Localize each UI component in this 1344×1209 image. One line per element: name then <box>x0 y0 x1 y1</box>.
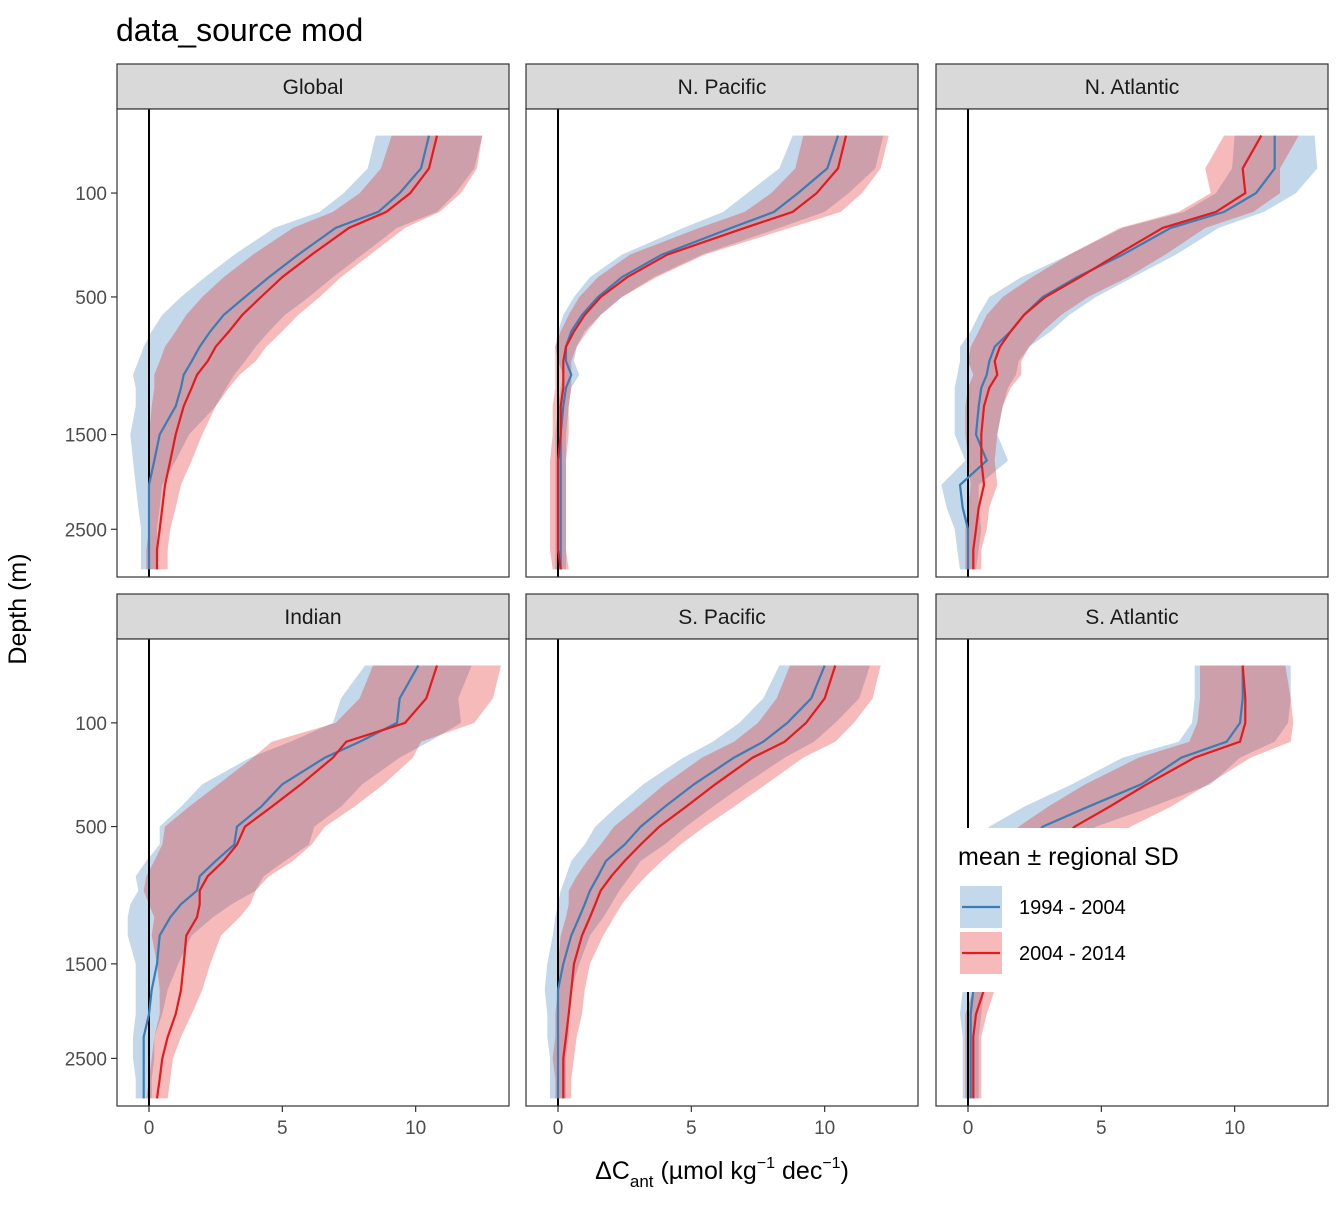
x-tick-label: 5 <box>1096 1118 1107 1139</box>
y-tick-label: 500 <box>75 288 107 309</box>
panel-border <box>525 108 919 578</box>
mean-line-2004-2014 <box>155 665 439 1099</box>
legend-title: mean ± regional SD <box>958 843 1179 871</box>
facet-strip <box>525 593 919 640</box>
facet-strip-label: S. Atlantic <box>1085 606 1178 629</box>
sd-ribbon-1994-2004 <box>555 135 884 570</box>
sd-ribbon-2004-2014 <box>552 665 881 1099</box>
x-tick-label: 10 <box>405 1118 426 1139</box>
mean-line-1994-2004 <box>142 664 420 1099</box>
mean-line-2004-2014 <box>556 135 848 570</box>
x-tick-label: 0 <box>963 1118 974 1139</box>
facet-strip <box>116 593 510 640</box>
y-tick-label: 500 <box>75 818 107 839</box>
x-tick-label: 0 <box>144 1118 155 1139</box>
panel-border <box>116 108 510 578</box>
panel-indian: Indian 100 500 1500 2500 0 5 10 <box>65 593 510 1139</box>
mean-line-2004-2014 <box>155 135 439 570</box>
facet-strip <box>525 63 919 110</box>
mean-line-2004-2014 <box>562 665 837 1099</box>
x-axis-title: ΔCant (µmol kg−1 dec−1) <box>595 1155 849 1191</box>
x-tick-label: 10 <box>814 1118 835 1139</box>
mean-line-1994-2004 <box>559 135 840 570</box>
facet-strip-label: N. Pacific <box>678 76 767 99</box>
legend-keys: 1994 - 2004 2004 - 2014 <box>960 886 1126 974</box>
panel-border <box>935 108 1329 578</box>
x-axis-title-close: ) <box>841 1157 849 1185</box>
panel-global: Global 100 500 1500 2500 <box>65 63 510 578</box>
legend-item: 2004 - 2014 <box>960 932 1126 974</box>
facet-strip-label: S. Pacific <box>678 606 766 629</box>
y-tick-label: 2500 <box>65 1049 107 1070</box>
y-tick-label: 1500 <box>65 955 107 976</box>
panel-border <box>525 638 919 1107</box>
panel-background <box>526 639 918 1106</box>
legend: mean ± regional SD 1994 - 2004 2004 - 201… <box>942 828 1238 992</box>
panel-border <box>116 638 510 1107</box>
facet-strip-label: Indian <box>284 606 341 629</box>
sd-ribbon-1994-2004 <box>127 665 472 1099</box>
sd-ribbon-1994-2004 <box>130 135 483 570</box>
x-axis-title-subscript: ant <box>630 1172 654 1191</box>
sd-ribbon-2004-2014 <box>550 135 889 570</box>
x-axis-title-unit-a: (µmol kg <box>654 1157 757 1185</box>
sd-ribbon-2004-2014 <box>143 665 501 1099</box>
facet-strip <box>935 63 1329 110</box>
mean-line-1994-2004 <box>147 135 431 570</box>
sd-ribbon-2004-2014 <box>965 665 1294 1099</box>
facet-strip-label: Global <box>283 76 344 99</box>
y-tick-label: 100 <box>75 184 107 205</box>
panel-n-pacific: N. Pacific <box>525 63 919 578</box>
x-tick-label: 5 <box>686 1118 697 1139</box>
y-tick-label: 1500 <box>65 426 107 447</box>
panel-s-pacific: S. Pacific 0 5 10 <box>525 593 919 1139</box>
facet-strip <box>935 593 1329 640</box>
y-tick-label: 100 <box>75 714 107 735</box>
mean-line-1994-2004 <box>556 665 826 1099</box>
sd-ribbon-1994-2004 <box>544 665 870 1099</box>
panel-n-atlantic: N. Atlantic <box>935 63 1329 578</box>
x-tick-label: 5 <box>277 1118 288 1139</box>
x-tick-label: 0 <box>553 1118 564 1139</box>
y-axis-title: Depth (m) <box>4 553 32 664</box>
legend-label: 1994 - 2004 <box>1019 897 1126 919</box>
legend-background <box>942 828 1238 992</box>
sd-ribbon-1994-2004 <box>941 135 1318 570</box>
panel-background <box>117 109 509 577</box>
mean-line-1994-2004 <box>958 135 1276 570</box>
sd-ribbon-1994-2004 <box>960 665 1291 1099</box>
panel-border <box>935 638 1329 1107</box>
y-tick-label: 2500 <box>65 520 107 541</box>
panel-background <box>526 109 918 577</box>
chart-title: data_source mod <box>116 12 363 48</box>
x-axis-title-superscript-1: −1 <box>757 1155 775 1172</box>
mean-line-2004-2014 <box>972 135 1263 570</box>
x-axis-title-unit-b: dec <box>775 1157 822 1185</box>
x-tick-label: 10 <box>1224 1118 1245 1139</box>
facet-strip-label: N. Atlantic <box>1085 76 1180 99</box>
legend-item: 1994 - 2004 <box>960 886 1126 928</box>
x-axis-title-superscript-2: −1 <box>822 1155 840 1172</box>
facet-strip <box>116 63 510 110</box>
legend-label: 2004 - 2014 <box>1019 943 1126 965</box>
x-axis-title-delta: ΔC <box>595 1157 630 1185</box>
panel-background <box>117 639 509 1106</box>
